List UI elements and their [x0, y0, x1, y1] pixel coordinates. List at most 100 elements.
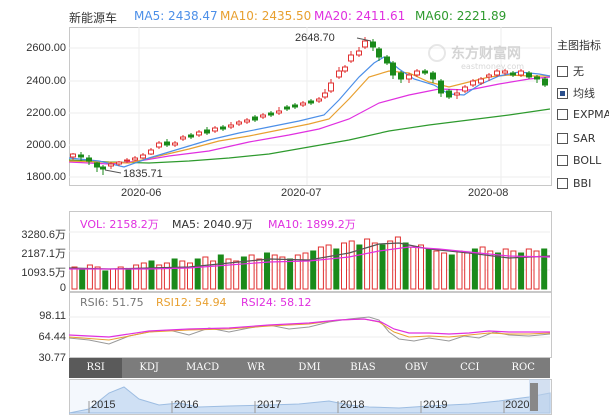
candle: [284, 106, 290, 110]
rsi-ytick: 98.11: [39, 310, 66, 322]
indicator-panel-title: 主图指标: [557, 39, 601, 52]
price-ytick: 2600.00: [26, 42, 66, 54]
volume-bar: [94, 266, 101, 290]
volume-bar: [371, 242, 378, 290]
checkbox-icon[interactable]: [557, 109, 568, 120]
timeline-year: 2017: [257, 399, 282, 411]
candle: [342, 66, 348, 72]
volume-bar: [71, 266, 78, 290]
candle: [336, 70, 342, 78]
ma60-legend: MA60: 2221.89: [415, 9, 507, 23]
ma60-line: [69, 108, 551, 164]
volume-bar: [86, 264, 93, 290]
rsi-chart-svg: [69, 316, 551, 345]
volume-bar: [287, 258, 294, 290]
candle: [116, 161, 122, 165]
rsi-chart-panel[interactable]: [69, 292, 552, 358]
volume-bar: [364, 238, 371, 290]
vol-ma5-line: [69, 242, 551, 270]
timeline-year: 2015: [91, 399, 116, 411]
price-xtick: 2020-07: [281, 187, 322, 199]
tab-dmi[interactable]: DMI: [298, 362, 321, 373]
rsi-ytick: 30.77: [38, 352, 66, 364]
volume-bar: [541, 248, 548, 290]
candle: [300, 102, 306, 106]
high-price-annotation: 2648.70: [295, 32, 335, 44]
volume-bar: [279, 256, 286, 290]
candle: [172, 142, 178, 146]
timeline-year: 2016: [174, 399, 199, 411]
volume-bar: [487, 250, 494, 290]
candle: [322, 92, 328, 98]
volume-bar: [117, 266, 124, 290]
candle: [316, 98, 322, 102]
volume-bar: [225, 258, 232, 290]
candle: [502, 70, 508, 74]
volume-bar: [202, 256, 209, 290]
indicator-none[interactable]: 无: [557, 63, 584, 79]
tab-bias[interactable]: BIAS: [350, 362, 376, 373]
volume-bar: [525, 248, 532, 290]
tab-wr[interactable]: WR: [247, 362, 265, 373]
candle: [390, 62, 396, 76]
timeline-range-handle[interactable]: [530, 383, 538, 411]
volume-bar: [317, 246, 324, 290]
ma10-legend: MA10: 2435.50: [220, 9, 312, 23]
tab-obv[interactable]: OBV: [404, 362, 428, 373]
candle: [244, 119, 250, 123]
timeline-area-svg: [69, 379, 551, 414]
tab-kdj[interactable]: KDJ: [139, 362, 159, 373]
volume-bar: [125, 269, 132, 290]
price-chart-svg: 东方财富网 eastmoney.com 2648.70 1835.71: [69, 27, 551, 185]
checkbox-icon[interactable]: [557, 65, 568, 77]
indicator-sar[interactable]: SAR: [557, 132, 595, 145]
volume-bar: [179, 260, 186, 290]
indicator-bbi[interactable]: BBI: [557, 177, 591, 190]
checkbox-icon[interactable]: [557, 155, 568, 166]
candle: [348, 54, 354, 62]
tab-roc[interactable]: ROC: [511, 362, 535, 373]
candle: [108, 163, 114, 167]
candle: [526, 72, 532, 78]
candle: [470, 80, 476, 86]
candle: [494, 70, 500, 76]
volume-bar: [510, 250, 517, 290]
volume-bar: [333, 248, 340, 290]
price-ytick: 2000.00: [26, 139, 66, 151]
volume-bar: [256, 258, 263, 290]
price-ytick: 2400.00: [26, 75, 66, 87]
candle: [430, 72, 436, 80]
candle: [356, 50, 362, 56]
volume-bar: [156, 264, 163, 290]
candle: [486, 74, 492, 78]
volume-bar: [441, 252, 448, 290]
ma20-line: [69, 76, 551, 165]
checkbox-checked-icon[interactable]: [557, 87, 568, 99]
volume-ytick: 3280.6万: [21, 229, 66, 241]
checkbox-icon[interactable]: [557, 178, 568, 189]
checkbox-icon[interactable]: [557, 133, 568, 144]
candle: [132, 157, 138, 161]
tab-cci[interactable]: CCI: [460, 362, 480, 373]
rsi24-line: [69, 318, 550, 338]
candle: [398, 72, 404, 80]
price-ytick: 2200.00: [26, 107, 66, 119]
indicator-boll[interactable]: BOLL: [557, 154, 601, 167]
indicator-expma[interactable]: EXPMA: [557, 108, 609, 121]
candle: [518, 70, 524, 76]
candle: [454, 92, 460, 96]
rsi24-legend: RSI24: 58.12: [241, 296, 312, 309]
vol-ma10-legend: MA10: 1899.2万: [268, 218, 356, 231]
candle: [228, 124, 234, 128]
tab-macd[interactable]: MACD: [186, 362, 220, 373]
tab-rsi[interactable]: RSI: [69, 358, 123, 378]
indicator-ma[interactable]: 均线: [557, 85, 595, 101]
volume-bar: [456, 250, 463, 290]
candle: [94, 162, 100, 168]
candle: [276, 110, 282, 114]
volume-bar: [133, 264, 140, 290]
candle: [534, 76, 540, 80]
price-xtick: 2020-06: [121, 187, 162, 199]
candle: [236, 121, 242, 125]
volume-bar: [433, 250, 440, 290]
